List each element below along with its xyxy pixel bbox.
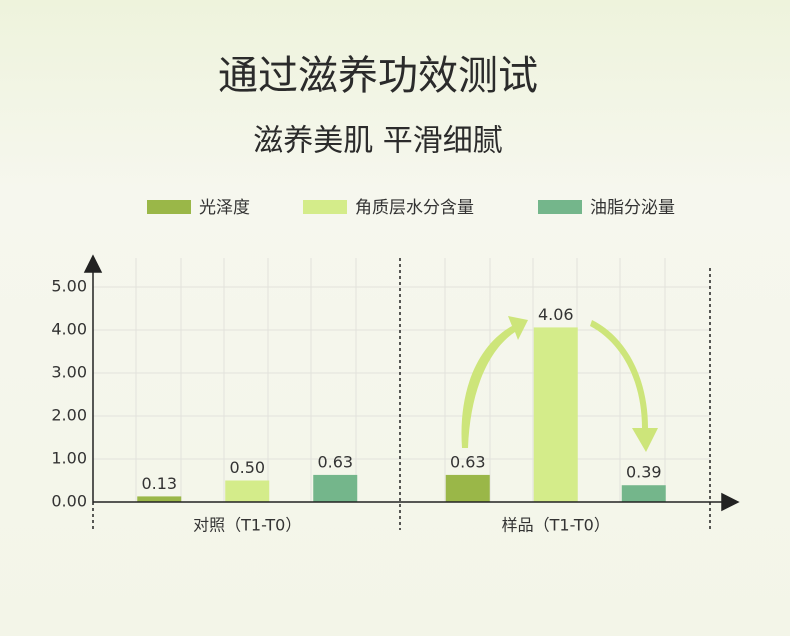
value-label: 0.63 xyxy=(317,452,353,471)
value-label: 0.50 xyxy=(229,458,265,477)
chart-subtitle: 滋养美肌 平滑细腻 xyxy=(253,124,503,159)
trend-arrows xyxy=(461,316,658,452)
y-tick-label: 1.00 xyxy=(51,449,87,468)
bar xyxy=(533,327,578,502)
bar xyxy=(137,496,182,502)
value-label: 0.39 xyxy=(626,463,662,482)
y-tick-label: 5.00 xyxy=(51,277,87,296)
x-tick-label: 样品（T1-T0） xyxy=(502,516,610,535)
legend-swatch xyxy=(538,200,582,214)
legend-label: 油脂分泌量 xyxy=(590,198,675,218)
x-tick-label: 对照（T1-T0） xyxy=(193,516,301,535)
legend-label: 光泽度 xyxy=(199,198,250,218)
value-label: 4.06 xyxy=(538,305,574,324)
value-label: 0.13 xyxy=(141,474,177,493)
bar xyxy=(225,480,270,502)
bar xyxy=(313,474,358,502)
y-tick-label: 4.00 xyxy=(51,320,87,339)
bar xyxy=(621,485,666,502)
chart-title: 通过滋养功效测试 xyxy=(218,53,538,99)
legend-swatch xyxy=(147,200,191,214)
axes xyxy=(83,254,740,530)
bar xyxy=(445,474,490,502)
y-tick-label: 3.00 xyxy=(51,363,87,382)
y-tick-label: 0.00 xyxy=(51,492,87,511)
value-label: 0.63 xyxy=(450,452,486,471)
legend-swatch xyxy=(303,200,347,214)
legend-label: 角质层水分含量 xyxy=(355,198,474,218)
y-tick-label: 2.00 xyxy=(51,406,87,425)
